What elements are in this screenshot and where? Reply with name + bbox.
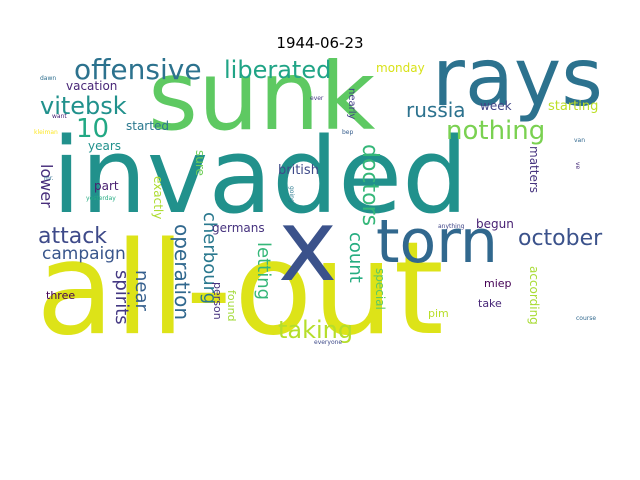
word-nearly: nearly xyxy=(346,88,357,120)
word-van: van xyxy=(574,137,586,144)
word-ever: ever xyxy=(310,95,324,102)
word-sunk: sunk xyxy=(148,58,376,152)
word-pim: pim xyxy=(428,307,449,320)
word-miep: miep xyxy=(484,277,512,290)
word-yesterday: yesterday xyxy=(86,195,116,202)
word-letting: letting xyxy=(253,242,274,301)
word-british: british xyxy=(278,163,319,178)
word-week: week xyxy=(480,99,512,113)
word-liberated: liberated xyxy=(224,58,332,84)
word-attack: attack xyxy=(38,224,108,249)
word-campaign: campaign xyxy=(42,244,126,264)
word-october: october xyxy=(518,226,603,251)
word-want: want xyxy=(52,113,67,120)
chart-title: 1944-06-23 xyxy=(276,34,364,52)
word-found: found xyxy=(225,290,238,322)
word-nothing: nothing xyxy=(446,116,546,146)
word-going: going xyxy=(288,186,295,203)
word-monday: monday xyxy=(376,61,425,75)
word-kleiman: kleiman xyxy=(34,129,58,136)
word-all-out: all-out xyxy=(36,215,444,354)
word-anything: anything xyxy=(438,223,465,230)
word-rays: rays xyxy=(432,58,603,124)
word-doctors: doctors xyxy=(357,144,382,227)
word-ve: ve xyxy=(574,162,581,170)
word-sure: sure xyxy=(193,150,207,176)
word-special: special xyxy=(373,268,387,310)
word-begun: begun xyxy=(476,217,514,231)
word-cherbourg: cherbourg xyxy=(199,212,220,305)
word-person: person xyxy=(211,282,224,320)
word-vacation: vacation xyxy=(66,79,118,93)
word-operation: operation xyxy=(170,224,194,321)
word-russia: russia xyxy=(406,98,466,122)
word-cloud: sunk invaded all-out rays torn x offensi… xyxy=(32,58,608,354)
word-part: part xyxy=(94,179,119,193)
word-three: three xyxy=(46,289,76,302)
word-mr: mr. xyxy=(44,175,54,182)
word-according: according xyxy=(527,266,541,325)
word-started: started xyxy=(126,119,169,133)
word-everyone: everyone xyxy=(314,339,343,346)
word-invaded: invaded xyxy=(52,115,469,237)
word-x: x xyxy=(278,187,338,304)
word-take: take xyxy=(478,297,502,310)
word-dawn: dawn xyxy=(40,75,57,82)
word-matters: matters xyxy=(527,146,541,194)
word-years: years xyxy=(88,139,122,153)
word-exactly: exactly xyxy=(151,176,165,220)
word-offensive: offensive xyxy=(74,58,202,86)
word-course: course xyxy=(576,315,597,322)
word-vitebsk: vitebsk xyxy=(40,92,127,120)
word-torn: torn xyxy=(376,207,498,277)
word-near: near xyxy=(131,270,152,311)
word-10: 10 xyxy=(76,114,110,144)
word-germans: germans xyxy=(212,221,265,235)
word-spirits: spirits xyxy=(111,270,132,325)
word-bep: bep xyxy=(342,129,354,136)
word-count: count xyxy=(345,232,366,283)
word-taking: taking xyxy=(278,316,354,344)
word-starting: starting xyxy=(548,99,599,114)
word-lower: lower xyxy=(37,164,56,208)
